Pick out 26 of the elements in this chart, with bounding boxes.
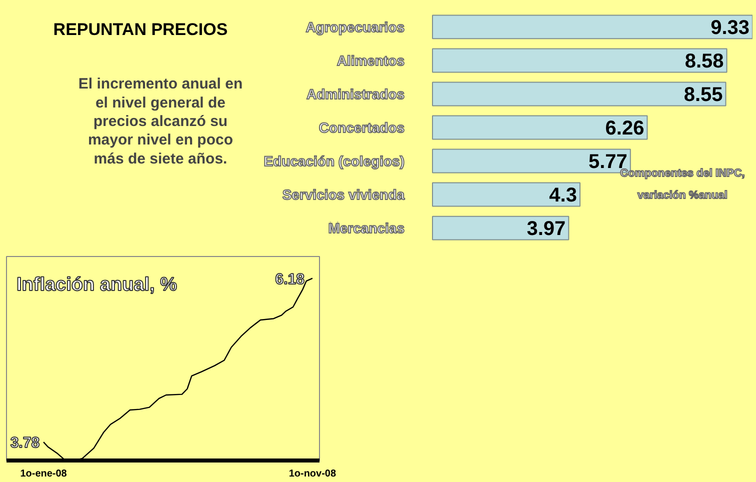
y-tick-label: Educación (colegios) (264, 153, 405, 170)
bar (432, 48, 728, 73)
data-label: 8.55 (684, 84, 723, 106)
bar (432, 182, 580, 207)
bar (432, 82, 726, 106)
bar (432, 216, 570, 240)
data-label: 4.3 (549, 184, 577, 207)
text: REPUNTAN PRECIOS (53, 20, 228, 39)
data-label: 8.58 (684, 50, 724, 72)
data-label: 6.18 (275, 270, 304, 288)
y-tick-label: Servicios vivienda (282, 186, 405, 203)
data-label: 6.26 (605, 118, 644, 140)
x-tick-label: 1o-nov-08 (288, 468, 336, 480)
y-tick-label: Mercancias (328, 220, 405, 236)
bar (432, 115, 648, 140)
chart-title: Inflación anual, % (16, 274, 178, 296)
y-tick-label: Alimentos (336, 52, 405, 68)
y-tick-label: Agropecuarios (306, 18, 405, 35)
bar (432, 14, 752, 40)
y-tick-label: Administrados (306, 86, 405, 102)
data-label: 3.97 (526, 218, 566, 240)
y-tick-label: Concertados (318, 120, 405, 136)
data-label: 9.33 (710, 16, 750, 39)
data-label: 3.78 (10, 434, 40, 452)
text: El incremento anual en el nivel general de precios alcanzó su mayor nivel en poco más de siete años. (78, 76, 243, 168)
x-tick-label: 1o-ene-08 (20, 468, 68, 480)
